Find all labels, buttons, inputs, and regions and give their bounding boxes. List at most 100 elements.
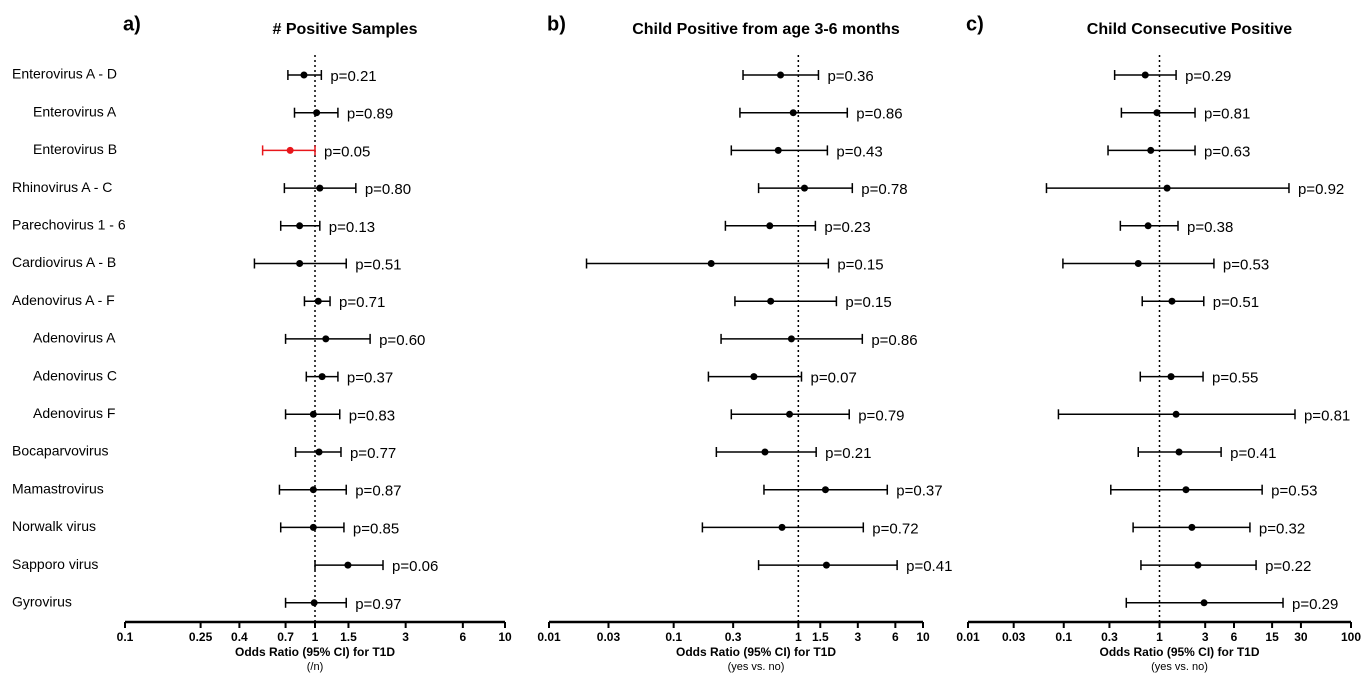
estimate-point [1153, 109, 1161, 117]
panel-title: Child Consecutive Positive [1087, 21, 1292, 38]
estimate-point [313, 109, 321, 117]
x-tick-label: 3 [402, 630, 409, 644]
x-tick-label: 6 [460, 630, 467, 644]
p-value-label: p=0.72 [872, 520, 918, 537]
estimate-point [1163, 184, 1171, 192]
p-value-label: p=0.32 [1259, 520, 1305, 537]
p-value-label: p=0.53 [1223, 256, 1269, 273]
estimate-point [1194, 561, 1202, 569]
estimate-point [800, 184, 808, 192]
estimate-point [315, 448, 323, 456]
row-label: Adenovirus A - F [12, 292, 115, 308]
x-axis-sublabel: (yes vs. no) [1151, 661, 1208, 673]
p-value-label: p=0.06 [392, 558, 438, 575]
x-tick-label: 3 [1202, 630, 1209, 644]
p-value-label: p=0.41 [906, 558, 952, 575]
x-tick-label: 10 [916, 630, 930, 644]
x-tick-label: 0.7 [277, 630, 294, 644]
estimate-point [1168, 297, 1176, 305]
estimate-point [774, 146, 782, 154]
x-tick-label: 0.4 [231, 630, 248, 644]
p-value-label: p=0.87 [355, 483, 401, 500]
estimate-point [1144, 222, 1152, 230]
x-tick-label: 1.5 [812, 630, 829, 644]
row-label: Mamastrovirus [12, 480, 104, 496]
x-axis-sublabel: (yes vs. no) [728, 661, 785, 673]
p-value-label: p=0.22 [1265, 558, 1311, 575]
x-tick-label: 6 [1231, 630, 1238, 644]
p-value-label: p=0.55 [1212, 370, 1258, 387]
p-value-label: p=0.15 [845, 294, 891, 311]
estimate-point [1188, 523, 1196, 531]
x-tick-label: 0.3 [725, 630, 742, 644]
x-tick-label: 10 [498, 630, 512, 644]
x-tick-label: 0.1 [1055, 630, 1072, 644]
estimate-point [309, 486, 317, 494]
panel-label: c) [966, 13, 984, 35]
row-label: Bocaparvovirus [12, 443, 109, 459]
p-value-label: p=0.79 [858, 407, 904, 424]
estimate-point [1167, 373, 1175, 381]
estimate-point [822, 561, 830, 569]
p-value-label: p=0.89 [347, 106, 393, 123]
p-value-label: p=0.43 [836, 143, 882, 160]
p-value-label: p=0.37 [347, 370, 393, 387]
x-tick-label: 1.5 [340, 630, 357, 644]
p-value-label: p=0.29 [1185, 68, 1231, 85]
estimate-point [1147, 146, 1155, 154]
row-label: Norwalk virus [12, 518, 96, 534]
estimate-point [296, 222, 304, 230]
estimate-point [767, 297, 775, 305]
estimate-point [314, 297, 322, 305]
x-tick-label: 6 [892, 630, 899, 644]
x-tick-label: 1 [795, 630, 802, 644]
row-label: Parechovirus 1 - 6 [12, 217, 126, 233]
estimate-point [821, 486, 829, 494]
p-value-label: p=0.63 [1204, 143, 1250, 160]
p-value-label: p=0.78 [861, 181, 907, 198]
x-tick-label: 1 [312, 630, 319, 644]
p-value-label: p=0.07 [810, 370, 856, 387]
estimate-point [1175, 448, 1183, 456]
p-value-label: p=0.38 [1187, 219, 1233, 236]
estimate-point [787, 335, 795, 343]
x-tick-label: 3 [854, 630, 861, 644]
estimate-point [309, 410, 317, 418]
estimate-point [786, 410, 794, 418]
x-tick-label: 0.01 [956, 630, 980, 644]
p-value-label: p=0.15 [837, 256, 883, 273]
x-axis-sublabel: (/n) [307, 661, 324, 673]
estimate-point [789, 109, 797, 117]
x-axis-label: Odds Ratio (95% CI) for T1D [1099, 645, 1259, 659]
p-value-label: p=0.92 [1298, 181, 1344, 198]
row-label: Rhinovirus A - C [12, 179, 112, 195]
x-axis-label: Odds Ratio (95% CI) for T1D [676, 645, 836, 659]
estimate-point [766, 222, 774, 230]
p-value-label: p=0.86 [871, 332, 917, 349]
estimate-point [309, 523, 317, 531]
estimate-point [777, 71, 785, 79]
estimate-point [296, 260, 304, 267]
estimate-point [322, 335, 330, 343]
p-value-label: p=0.51 [1213, 294, 1259, 311]
panel-label: b) [547, 13, 566, 35]
row-label: Enterovirus A - D [12, 66, 117, 82]
row-label: Adenovirus A [33, 330, 116, 346]
x-tick-label: 0.1 [665, 630, 682, 644]
p-value-label: p=0.41 [1230, 445, 1276, 462]
x-tick-label: 1 [1156, 630, 1163, 644]
p-value-label: p=0.60 [379, 332, 425, 349]
x-tick-label: 30 [1294, 630, 1308, 644]
x-tick-label: 0.03 [1002, 630, 1026, 644]
row-label: Adenovirus C [33, 367, 117, 383]
x-tick-label: 0.25 [189, 630, 213, 644]
estimate-point [1134, 260, 1142, 267]
estimate-point [750, 373, 758, 381]
panel-title: Child Positive from age 3-6 months [632, 21, 900, 38]
x-tick-label: 0.03 [597, 630, 621, 644]
estimate-point [344, 561, 352, 569]
estimate-point [707, 260, 715, 267]
estimate-point [318, 373, 326, 381]
row-label: Adenovirus F [33, 405, 115, 421]
